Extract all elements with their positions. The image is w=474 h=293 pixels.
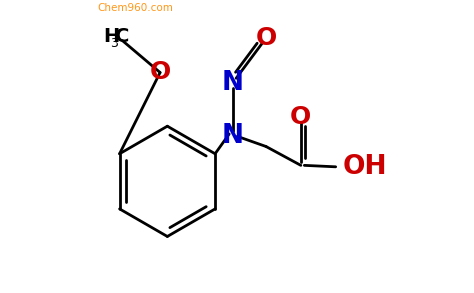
Text: O: O — [255, 26, 277, 50]
Text: Chem960.com: Chem960.com — [98, 3, 173, 13]
Text: C: C — [115, 27, 129, 46]
Text: N: N — [222, 123, 244, 149]
Text: O: O — [290, 105, 311, 130]
Text: O: O — [149, 60, 171, 84]
Text: OH: OH — [343, 154, 387, 180]
Text: H: H — [103, 27, 120, 46]
Text: N: N — [222, 70, 244, 96]
Text: 3: 3 — [110, 37, 118, 50]
